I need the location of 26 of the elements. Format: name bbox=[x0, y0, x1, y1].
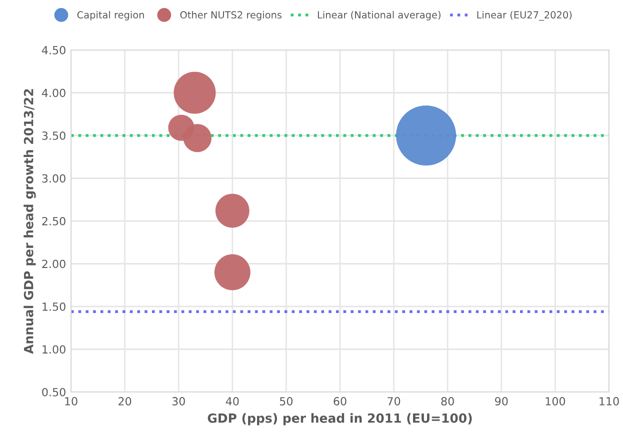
x-tick-label: 10 bbox=[65, 397, 78, 406]
legend-label: Capital region bbox=[77, 10, 144, 20]
y-tick-label: 1.00 bbox=[42, 345, 66, 354]
y-tick-label: 4.50 bbox=[42, 46, 66, 54]
x-axis-title: GDP (pps) per head in 2011 (EU=100) bbox=[208, 413, 472, 426]
x-tick-label: 90 bbox=[495, 397, 508, 406]
x-tick-label: 60 bbox=[334, 397, 346, 406]
x-tick-label: 20 bbox=[118, 397, 132, 406]
x-tick-label: 80 bbox=[441, 397, 454, 406]
y-tick-label: 0.50 bbox=[42, 388, 66, 396]
x-tick-label: 110 bbox=[600, 397, 619, 406]
x-tick-label: 30 bbox=[172, 397, 185, 406]
y-axis-title: Annual GDP per head growth 2013/22 bbox=[24, 89, 36, 354]
legend-label: Other NUTS2 regions bbox=[180, 10, 282, 20]
legend-label: Linear (National average) bbox=[318, 10, 440, 20]
legend-label: Linear (EU27_2020) bbox=[477, 10, 572, 21]
y-tick-label: 3.50 bbox=[42, 131, 66, 140]
x-tick-label: 40 bbox=[226, 397, 239, 406]
y-tick-label: 1.50 bbox=[42, 302, 66, 311]
y-tick-label: 2.00 bbox=[42, 260, 66, 268]
x-tick-label: 70 bbox=[388, 397, 400, 406]
y-tick-label: 4.00 bbox=[42, 88, 66, 98]
x-tick-label: 100 bbox=[546, 397, 566, 406]
y-tick-label: 3.00 bbox=[42, 174, 66, 183]
x-tick-label: 50 bbox=[280, 397, 293, 406]
y-tick-label: 2.50 bbox=[42, 216, 66, 226]
